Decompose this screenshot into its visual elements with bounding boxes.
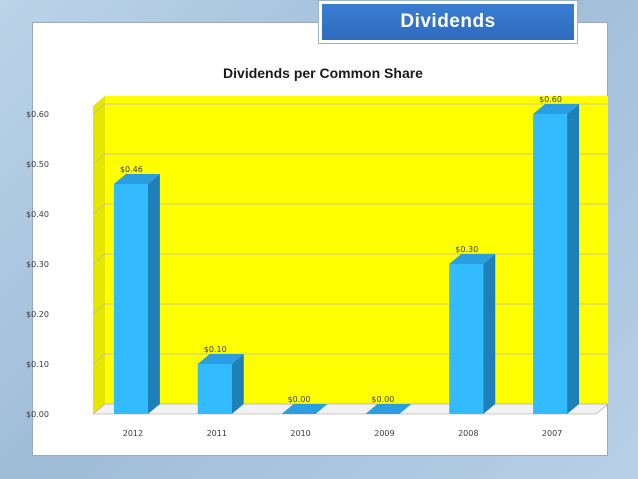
- bar-side: [483, 254, 496, 414]
- plot-area: [92, 96, 609, 415]
- bar-top: [449, 254, 496, 264]
- data-label: $0.30: [455, 245, 478, 254]
- bar: [113, 174, 160, 414]
- gridline: [92, 303, 608, 315]
- x-tick-label: 2009: [374, 429, 394, 438]
- x-tick-label: 2008: [458, 429, 478, 438]
- y-tick-label: $0.40: [26, 210, 49, 219]
- data-labels: $0.46 $0.10 $0.00 $0.00 $0.30 $0.60: [120, 95, 562, 404]
- y-tick-label: $0.20: [26, 310, 49, 319]
- data-label: $0.60: [539, 95, 562, 104]
- y-tick-label: $0.30: [26, 260, 49, 269]
- gridline: [92, 253, 608, 265]
- bar-side: [567, 104, 580, 414]
- data-label: $0.00: [288, 395, 311, 404]
- plot-back-wall: [105, 96, 608, 404]
- y-axis-labels: $0.00 $0.10 $0.20 $0.30 $0.40 $0.50 $0.60: [26, 110, 49, 419]
- y-tick-label: $0.50: [26, 160, 49, 169]
- bar-side: [147, 174, 160, 414]
- x-tick-label: 2007: [542, 429, 562, 438]
- y-tick-label: $0.60: [26, 110, 49, 119]
- data-label: $0.46: [120, 165, 143, 174]
- gridline: [92, 153, 608, 165]
- data-label: $0.10: [204, 345, 227, 354]
- plot-floor: [92, 403, 609, 415]
- x-axis-labels: 2012 2011 2010 2009 2008 2007: [123, 429, 563, 438]
- gridline: [92, 203, 608, 215]
- y-tick-label: $0.10: [26, 360, 49, 369]
- slide-title-box: Dividends: [318, 0, 578, 44]
- bar: [533, 104, 580, 414]
- bar: [365, 404, 412, 414]
- bar-front: [197, 364, 232, 414]
- bar-top: [281, 404, 328, 414]
- chart-title: Dividends per Common Share: [223, 65, 423, 81]
- bar: [449, 254, 496, 414]
- y-tick-label: $0.00: [26, 410, 49, 419]
- bar-top: [197, 354, 244, 364]
- bar-top: [113, 174, 160, 184]
- bar-side: [231, 354, 244, 414]
- bar: [197, 354, 244, 414]
- x-tick-label: 2010: [290, 429, 310, 438]
- plot-side-wall: [93, 96, 105, 414]
- x-tick-label: 2012: [123, 429, 143, 438]
- slide-title: Dividends: [322, 4, 574, 40]
- bar-front: [113, 184, 148, 414]
- bar: [281, 404, 328, 414]
- bar-front: [533, 114, 568, 414]
- bar-front: [449, 264, 484, 414]
- gridline: [92, 353, 608, 365]
- gridlines: [92, 103, 608, 415]
- bars: [113, 104, 580, 414]
- bar-top: [365, 404, 412, 414]
- gridline: [92, 403, 608, 415]
- gridline: [92, 103, 608, 115]
- bar-top: [533, 104, 580, 114]
- data-label: $0.00: [371, 395, 394, 404]
- x-tick-label: 2011: [207, 429, 227, 438]
